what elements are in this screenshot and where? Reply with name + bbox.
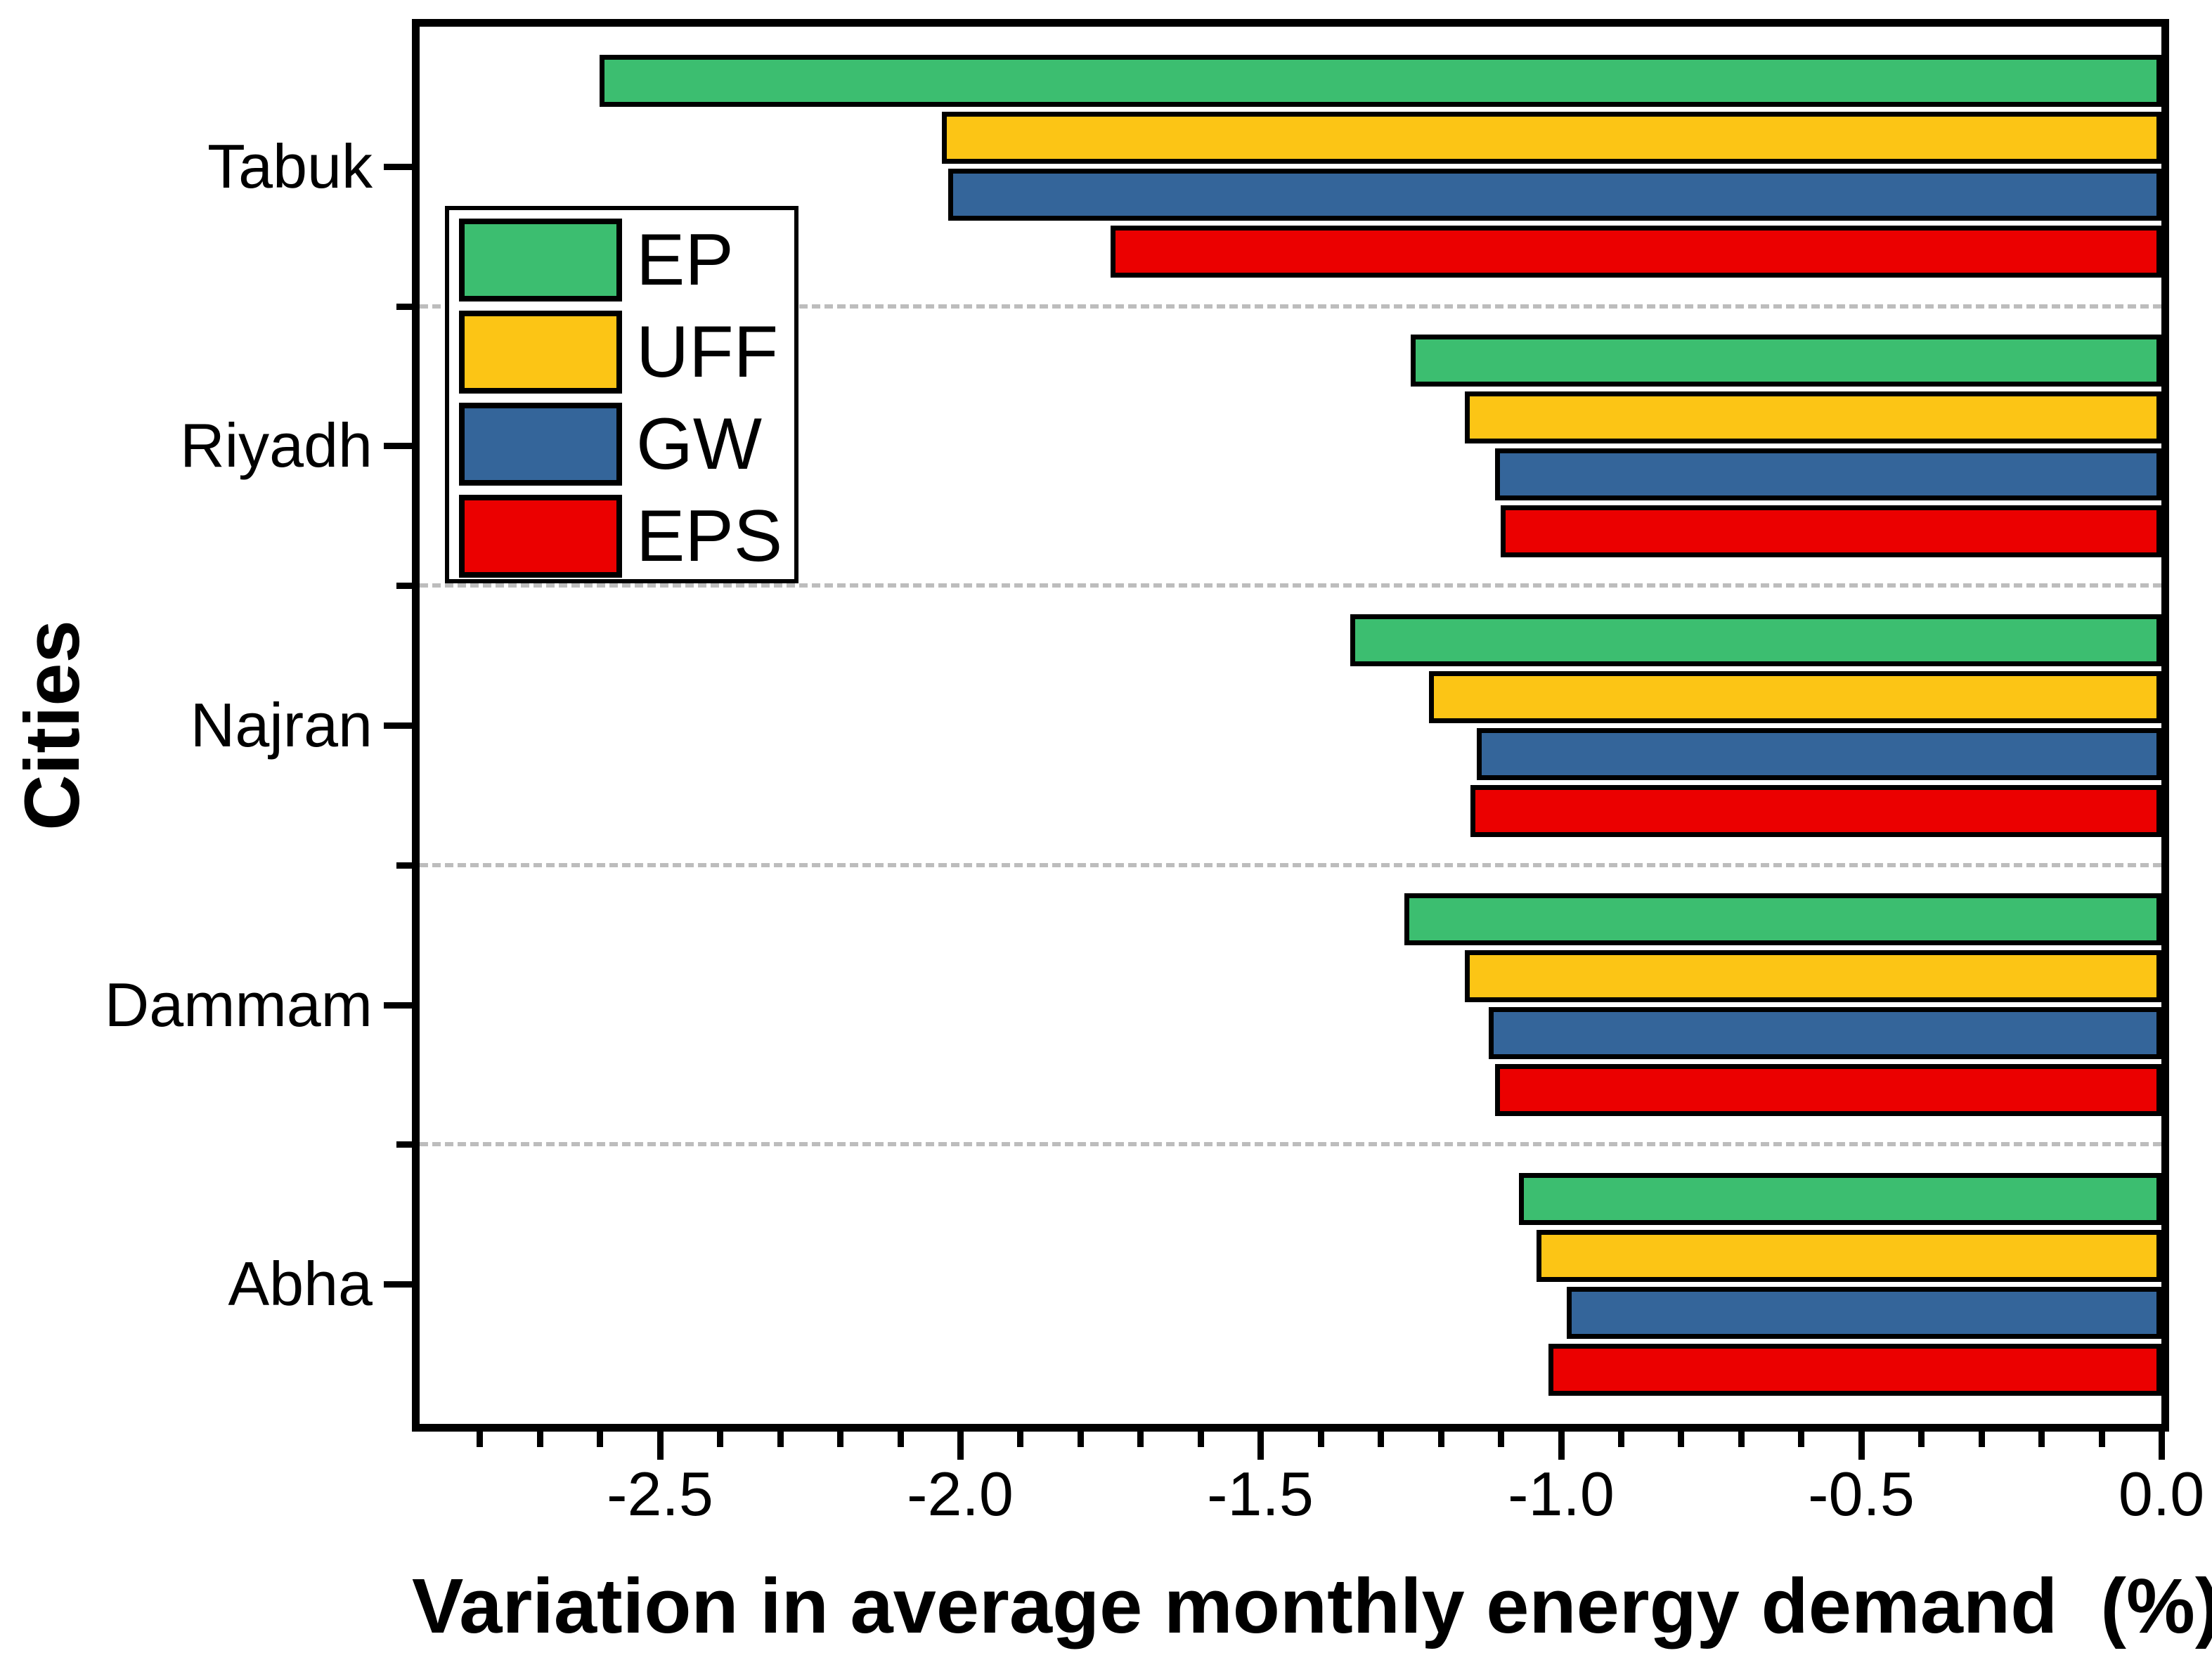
- group-separator-line: [420, 1142, 2161, 1146]
- bar-dammam-uff: [1465, 950, 2161, 1002]
- legend-swatch-uff: [459, 311, 622, 394]
- x-minor-tick: [1738, 1432, 1745, 1447]
- x-minor-tick: [1137, 1432, 1144, 1447]
- y-major-tick: [384, 1002, 412, 1009]
- x-minor-tick: [1318, 1432, 1324, 1447]
- legend-item-gw: GW: [449, 403, 794, 486]
- x-tick-label: -0.5: [1808, 1459, 1915, 1529]
- x-minor-tick: [597, 1432, 603, 1447]
- x-minor-tick: [1438, 1432, 1444, 1447]
- bar-najran-gw: [1477, 728, 2161, 780]
- bar-dammam-ep: [1404, 893, 2161, 945]
- legend-swatch-eps: [459, 495, 622, 578]
- legend-label-eps: EPS: [636, 495, 783, 577]
- x-minor-tick: [717, 1432, 723, 1447]
- legend-item-ep: EP: [449, 219, 794, 302]
- y-category-label: Abha: [228, 1249, 373, 1318]
- x-minor-tick: [477, 1432, 483, 1447]
- x-minor-tick: [898, 1432, 904, 1447]
- x-major-tick: [1257, 1432, 1264, 1460]
- y-major-tick: [384, 443, 412, 449]
- bar-abha-ep: [1519, 1173, 2161, 1225]
- bar-dammam-eps: [1495, 1064, 2161, 1116]
- y-category-label: Dammam: [104, 970, 373, 1039]
- x-minor-tick: [1017, 1432, 1023, 1447]
- y-major-tick: [384, 1281, 412, 1288]
- x-tick-label: -2.5: [607, 1459, 713, 1529]
- x-minor-tick: [1918, 1432, 1925, 1447]
- x-tick-label: -2.0: [907, 1459, 1014, 1529]
- x-minor-tick: [837, 1432, 843, 1447]
- group-separator-line: [420, 583, 2161, 588]
- bar-tabuk-gw: [948, 169, 2161, 221]
- bar-dammam-gw: [1489, 1007, 2161, 1059]
- y-category-label: Tabuk: [207, 131, 373, 201]
- y-major-tick: [384, 164, 412, 170]
- x-minor-tick: [2099, 1432, 2105, 1447]
- x-minor-tick: [1198, 1432, 1204, 1447]
- y-major-tick: [384, 722, 412, 729]
- y-minor-tick: [396, 304, 412, 310]
- y-category-label: Riyadh: [180, 410, 373, 480]
- legend-label-ep: EP: [636, 219, 734, 301]
- bar-najran-ep: [1350, 614, 2161, 666]
- legend-label-gw: GW: [636, 403, 763, 485]
- x-minor-tick: [1378, 1432, 1384, 1447]
- x-major-tick: [2159, 1432, 2165, 1460]
- bar-najran-eps: [1470, 785, 2161, 837]
- y-category-label: Najran: [190, 690, 373, 760]
- legend-swatch-gw: [459, 403, 622, 486]
- legend-item-eps: EPS: [449, 495, 794, 578]
- bar-abha-eps: [1548, 1344, 2161, 1396]
- x-minor-tick: [777, 1432, 784, 1447]
- bar-riyadh-ep: [1411, 335, 2161, 387]
- x-major-tick: [1858, 1432, 1865, 1460]
- x-minor-tick: [1078, 1432, 1084, 1447]
- bar-najran-uff: [1429, 671, 2161, 723]
- x-tick-label: -1.5: [1207, 1459, 1314, 1529]
- x-minor-tick: [2038, 1432, 2045, 1447]
- bar-riyadh-eps: [1501, 505, 2161, 557]
- bar-riyadh-uff: [1465, 391, 2161, 443]
- group-separator-line: [420, 304, 2161, 309]
- bar-tabuk-ep: [600, 55, 2161, 107]
- x-minor-tick: [1979, 1432, 1985, 1447]
- legend-item-uff: UFF: [449, 311, 794, 394]
- x-major-tick: [957, 1432, 964, 1460]
- x-axis-title: Variation in average monthly energy dema…: [412, 1563, 2212, 1649]
- x-major-tick: [657, 1432, 664, 1460]
- x-minor-tick: [1798, 1432, 1804, 1447]
- y-minor-tick: [396, 1141, 412, 1148]
- legend-swatch-ep: [459, 219, 622, 302]
- legend: EP UFF GW EPS: [445, 206, 798, 583]
- x-minor-tick: [1678, 1432, 1684, 1447]
- legend-label-uff: UFF: [636, 311, 779, 393]
- bar-tabuk-eps: [1111, 226, 2161, 278]
- group-separator-line: [420, 863, 2161, 867]
- x-major-tick: [1558, 1432, 1565, 1460]
- bar-abha-uff: [1537, 1230, 2161, 1282]
- x-minor-tick: [537, 1432, 543, 1447]
- x-minor-tick: [1618, 1432, 1624, 1447]
- y-minor-tick: [396, 583, 412, 589]
- plot-area: [412, 19, 2169, 1432]
- bar-tabuk-uff: [942, 112, 2161, 164]
- bar-riyadh-gw: [1495, 448, 2161, 500]
- x-minor-tick: [1498, 1432, 1504, 1447]
- x-tick-label: -1.0: [1508, 1459, 1615, 1529]
- y-axis-title: Cities: [9, 620, 96, 831]
- y-minor-tick: [396, 862, 412, 869]
- x-tick-label: 0.0: [2118, 1459, 2205, 1529]
- bar-abha-gw: [1567, 1287, 2161, 1339]
